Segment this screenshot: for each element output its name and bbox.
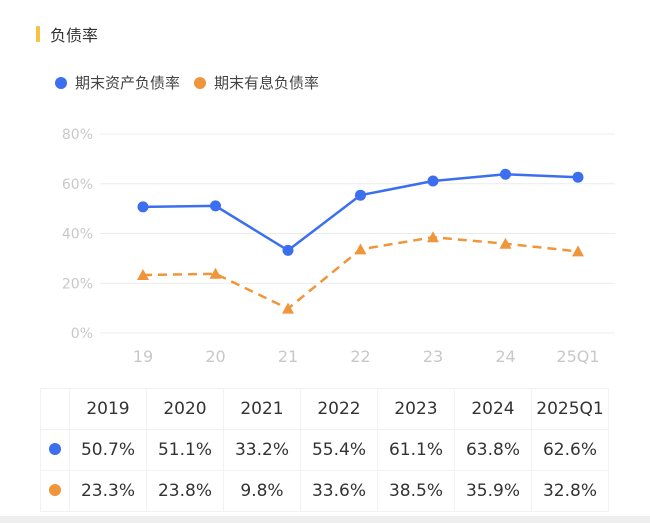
header-cell: 2021 <box>223 388 301 430</box>
data-point <box>427 175 439 187</box>
data-point <box>354 243 367 255</box>
y-tick-label: 80% <box>62 127 93 143</box>
cell: 23.8% <box>146 470 224 512</box>
header-cell: 2025Q1 <box>531 388 609 430</box>
line-chart: 0% 20% 40% 60% 80% 19 20 21 22 23 24 25Q1 <box>62 127 615 366</box>
cell: 62.6% <box>531 429 609 471</box>
header-cell: 2019 <box>69 388 147 430</box>
y-tick-label: 40% <box>62 227 93 243</box>
legend-label: 期末资产负债率 <box>75 74 181 92</box>
cell: 33.6% <box>300 470 378 512</box>
y-tick-label: 0% <box>71 326 93 342</box>
table-header-row: 2019 2020 2021 2022 2023 2024 2025Q1 <box>40 388 609 430</box>
data-point <box>355 189 366 201</box>
header-cell: 2020 <box>146 388 224 430</box>
y-tick-label: 60% <box>62 177 93 193</box>
series-dot-icon <box>49 484 61 496</box>
bottom-divider <box>0 516 650 523</box>
legend: 期末资产负债率 期末有息负债率 <box>55 72 333 93</box>
header-cell: 2022 <box>300 388 378 430</box>
x-tick-label: 20 <box>205 347 225 366</box>
data-point <box>282 302 294 314</box>
cell: 23.3% <box>69 470 147 512</box>
legend-dot-icon <box>55 76 67 89</box>
x-tick-label: 22 <box>350 347 370 366</box>
cell: 33.2% <box>223 429 301 471</box>
x-tick-label: 21 <box>278 347 298 366</box>
data-point <box>282 244 294 256</box>
legend-label: 期末有息负债率 <box>214 74 320 92</box>
x-tick-label: 23 <box>423 347 443 366</box>
cell: 50.7% <box>69 429 147 471</box>
data-point <box>209 267 222 279</box>
section-title: 负债率 <box>36 22 98 46</box>
cell: 55.4% <box>300 429 378 471</box>
data-table: 2019 2020 2021 2022 2023 2024 2025Q1 50.7% 51.1… <box>40 388 609 512</box>
cell: 63.8% <box>454 429 532 471</box>
x-tick-label: 24 <box>495 347 515 366</box>
title-text: 负债率 <box>50 26 99 45</box>
table-row: 50.7% 51.1% 33.2% 55.4% 61.1% 63.8% 62.6% <box>40 429 609 471</box>
data-point <box>137 269 149 281</box>
y-tick-label: 20% <box>62 276 93 292</box>
data-point <box>427 231 439 243</box>
x-tick-label: 19 <box>133 347 153 366</box>
data-point <box>500 168 511 180</box>
cell: 35.9% <box>454 470 532 512</box>
title-accent-bar <box>36 26 40 42</box>
data-point <box>572 245 584 257</box>
cell: 9.8% <box>223 470 301 512</box>
legend-item-interest[interactable]: 期末有息负债率 <box>194 72 319 93</box>
header-cell: 2024 <box>454 388 532 430</box>
cell: 51.1% <box>146 429 224 471</box>
cell: 38.5% <box>377 470 455 512</box>
legend-dot-icon <box>194 76 207 89</box>
series-dot-icon <box>49 443 61 455</box>
data-point <box>210 200 221 212</box>
data-point <box>572 171 584 183</box>
x-tick-label: 25Q1 <box>556 347 599 366</box>
table-row: 23.3% 23.8% 9.8% 33.6% 38.5% 35.9% 32.8% <box>40 470 609 512</box>
header-cell: 2023 <box>377 388 455 430</box>
data-point <box>137 201 149 213</box>
cell: 61.1% <box>377 429 455 471</box>
data-point <box>499 237 512 249</box>
legend-item-asset[interactable]: 期末资产负债率 <box>55 72 180 93</box>
series-line <box>142 173 579 252</box>
cell: 32.8% <box>531 470 609 512</box>
